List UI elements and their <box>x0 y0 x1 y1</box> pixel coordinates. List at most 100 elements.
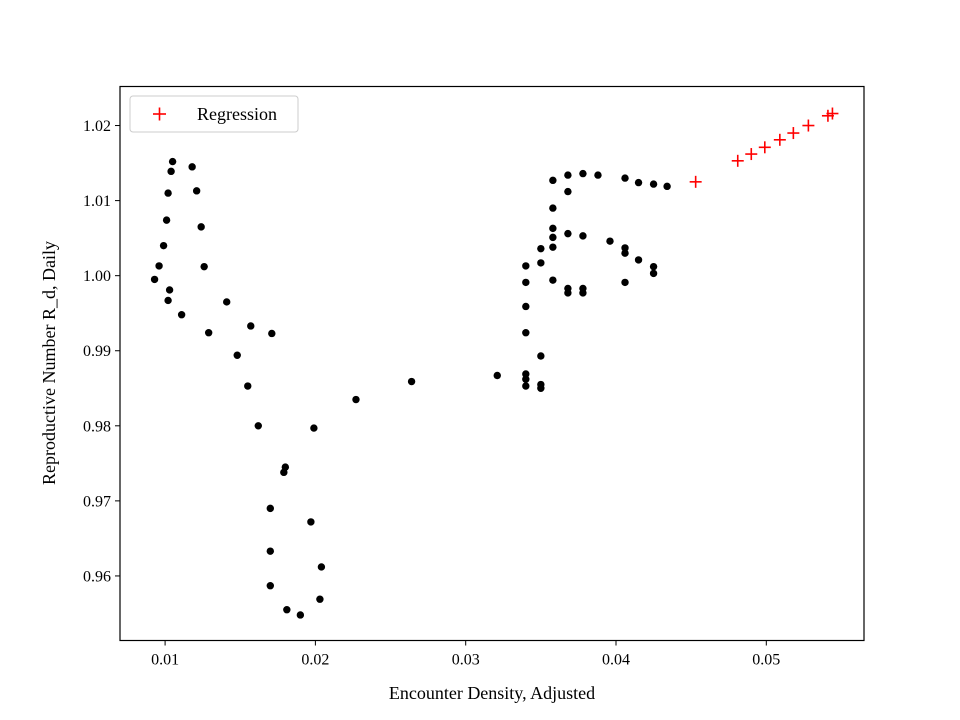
data-point <box>606 237 614 245</box>
y-tick-label: 1.02 <box>83 118 111 135</box>
axis-ticks: 0.01 0.02 0.03 0.04 0.05 0.96 0.97 0.98 0.99 1.00… <box>83 118 780 668</box>
y-tick-label: 1.01 <box>83 193 111 210</box>
data-point <box>522 375 530 383</box>
y-tick-label: 0.96 <box>83 568 111 585</box>
data-point <box>579 232 587 240</box>
data-point <box>621 278 629 287</box>
legend-marker-regression <box>153 107 166 121</box>
data-point <box>188 163 196 171</box>
data-point <box>268 329 276 338</box>
data-point <box>307 518 315 526</box>
data-point <box>649 269 658 278</box>
x-tick-label: 0.01 <box>151 652 179 669</box>
plot-frame <box>119 85 865 642</box>
data-point <box>579 289 587 297</box>
data-point <box>594 171 602 179</box>
data-point <box>579 169 587 178</box>
data-point <box>649 180 658 188</box>
data-point <box>522 382 530 390</box>
regression-point <box>787 127 800 140</box>
y-tick-label: 1.00 <box>83 268 111 285</box>
data-point <box>168 157 177 166</box>
data-point <box>549 224 557 233</box>
x-tick-label: 0.03 <box>452 652 480 669</box>
data-point <box>164 296 172 305</box>
x-tick-label: 0.02 <box>301 652 329 669</box>
data-point <box>549 276 557 284</box>
legend-label-regression: Regression <box>197 104 277 124</box>
data-point <box>537 259 545 267</box>
regression-point <box>758 141 771 154</box>
data-point <box>150 275 159 284</box>
data-point <box>310 424 318 432</box>
data-point <box>159 241 168 250</box>
data-point <box>223 298 231 306</box>
data-point <box>317 563 326 571</box>
regression-series <box>689 107 839 188</box>
data-point <box>621 244 629 252</box>
regression-point <box>689 175 702 188</box>
data-point <box>266 547 275 555</box>
data-point <box>407 377 416 386</box>
y-tick-label: 0.97 <box>83 493 111 510</box>
data-points <box>150 107 839 619</box>
data-point <box>549 204 557 212</box>
y-tick-label: 0.98 <box>83 418 111 435</box>
data-point <box>244 382 252 390</box>
data-point <box>564 229 572 238</box>
data-point <box>266 504 275 513</box>
data-point <box>316 595 324 603</box>
data-point <box>634 256 643 264</box>
data-point <box>197 223 205 231</box>
data-point <box>522 370 530 378</box>
y-tick-label: 0.99 <box>83 343 111 360</box>
regression-point <box>802 119 815 132</box>
data-point <box>247 322 255 330</box>
data-point <box>200 262 208 271</box>
data-point <box>522 302 530 311</box>
data-point <box>522 329 530 337</box>
x-tick-label: 0.04 <box>602 652 630 669</box>
data-point <box>549 233 557 242</box>
data-point <box>266 582 275 590</box>
data-point <box>522 262 530 270</box>
data-point <box>537 352 545 360</box>
data-point <box>634 178 643 187</box>
data-point <box>164 189 172 197</box>
data-point <box>296 611 305 619</box>
data-point <box>564 187 572 196</box>
data-point <box>564 289 572 297</box>
data-point <box>280 468 288 477</box>
data-point <box>649 262 658 271</box>
data-point <box>162 216 171 224</box>
data-point <box>177 311 186 319</box>
x-axis-label: Encounter Density, Adjusted <box>389 683 595 703</box>
y-axis-label: Reproductive Number R_d, Daily <box>39 241 59 485</box>
data-point <box>254 422 262 430</box>
data-point <box>352 395 360 404</box>
legend-box <box>129 95 299 133</box>
plot-area <box>120 86 864 641</box>
observed-series <box>150 157 671 619</box>
data-point <box>549 243 557 251</box>
data-point <box>167 167 175 176</box>
data-point <box>549 176 557 185</box>
data-point <box>493 371 501 380</box>
data-point <box>621 174 629 182</box>
data-point <box>537 384 545 392</box>
data-point <box>283 606 291 614</box>
data-point <box>621 249 629 257</box>
x-tick-label: 0.05 <box>752 652 780 669</box>
regression-point <box>745 148 758 161</box>
data-point <box>192 187 201 195</box>
data-point <box>165 286 174 294</box>
data-point <box>564 171 572 179</box>
data-point <box>663 182 671 191</box>
data-point <box>537 244 545 253</box>
data-point <box>233 351 241 359</box>
data-point <box>204 329 213 337</box>
regression-point <box>731 154 744 167</box>
data-point <box>522 278 530 287</box>
legend: Regression <box>129 95 299 133</box>
